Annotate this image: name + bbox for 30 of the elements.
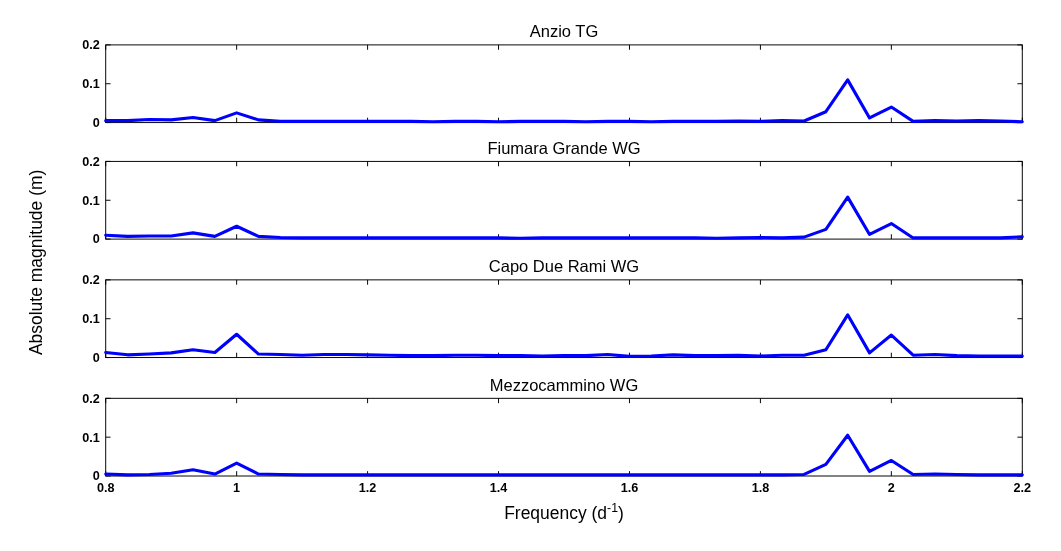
x-tick-label: 2: [887, 481, 895, 496]
y-tick-label: 0.2: [82, 154, 100, 169]
y-tick-label: 0.2: [82, 273, 100, 288]
chart-title: Fiumara Grande WG: [487, 138, 641, 157]
y-tick-label: 0.2: [82, 391, 100, 406]
x-tick-label: 1: [233, 481, 241, 496]
x-tick-label: 1.4: [489, 481, 508, 496]
x-tick-label: 1.6: [620, 481, 639, 496]
line-series: [104, 313, 1024, 358]
chart-title: Mezzocammino WG: [489, 375, 639, 394]
chart-title: Anzio TG: [529, 22, 599, 41]
chart-title: Capo Due Rami WG: [488, 257, 640, 276]
y-tick-label: 0.2: [82, 38, 100, 53]
y-tick-label: 0: [92, 350, 100, 365]
y-tick-label: 0.1: [82, 193, 100, 208]
x-tick-label: 1.2: [358, 481, 377, 496]
y-tick-label: 0: [92, 115, 100, 130]
x-axis-title: Frequency (d$^{-1}$): [504, 500, 624, 523]
x-tick-label: 0.8: [96, 481, 115, 496]
line-series: [104, 433, 1024, 477]
x-tick-label: 1.8: [751, 481, 770, 496]
y-tick-label: 0.1: [82, 77, 100, 92]
y-tick-label: 0.1: [82, 312, 100, 327]
line-series: [104, 78, 1024, 124]
line-series: [104, 195, 1024, 240]
y-tick-label: 0: [92, 469, 100, 484]
y-axis-title: Absolute magnitude (m): [25, 169, 46, 356]
y-tick-label: 0.1: [82, 430, 100, 445]
y-tick-label: 0: [92, 232, 100, 247]
x-tick-label: 2.2: [1013, 481, 1032, 496]
